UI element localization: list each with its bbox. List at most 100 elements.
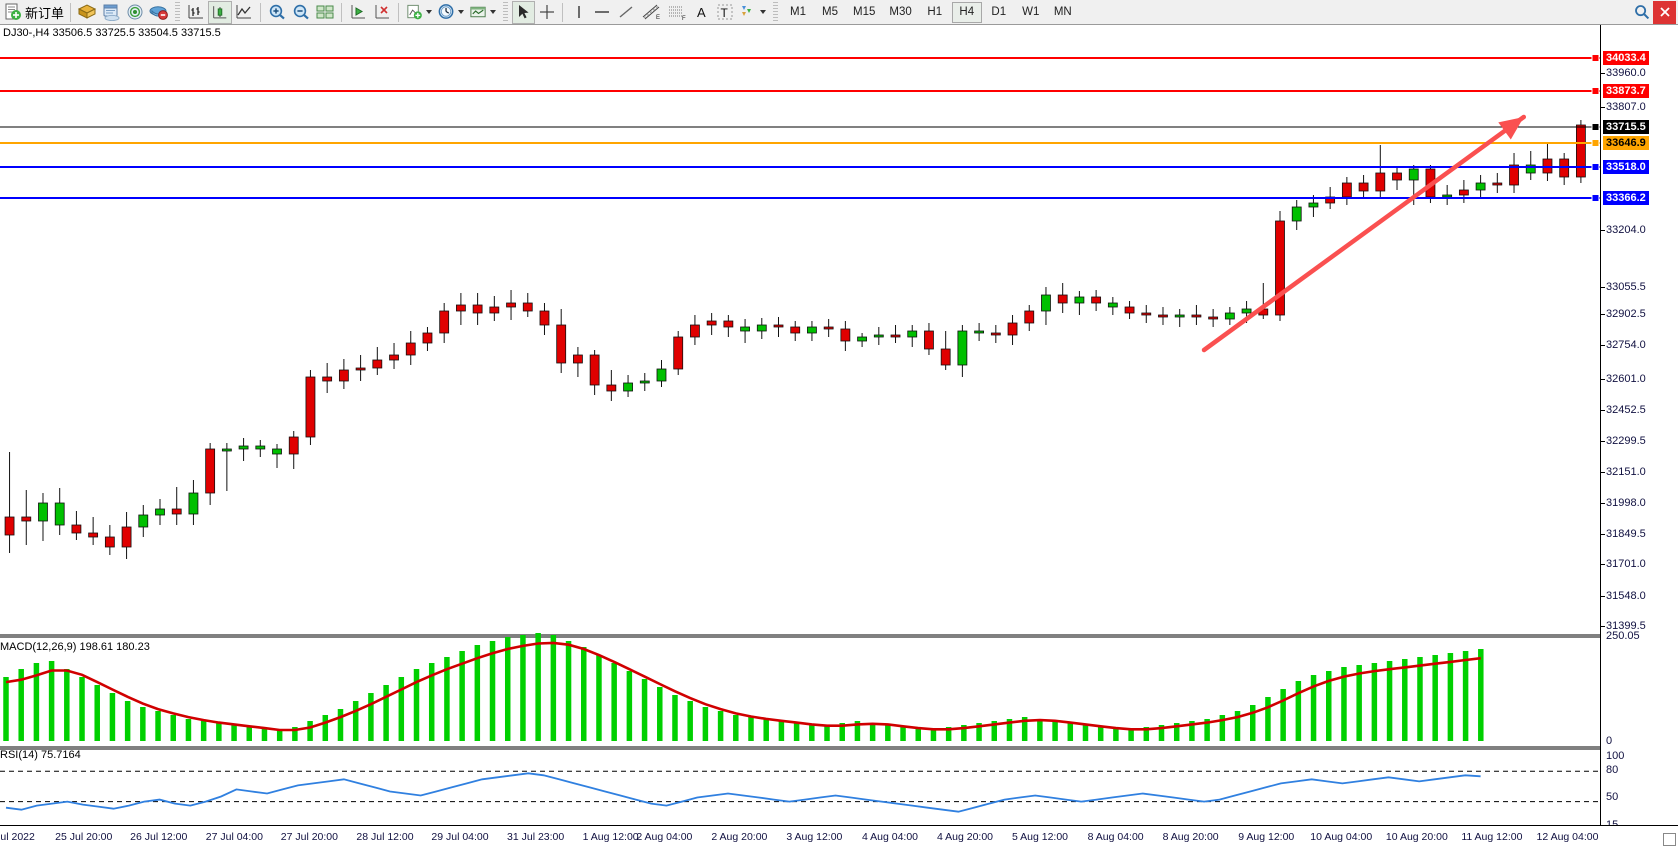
fibonacci-button[interactable]: F [664,1,690,24]
current-price-line-handle[interactable] [1591,123,1600,131]
bar-chart-button[interactable] [184,1,208,24]
time-label: 5 Aug 12:00 [1011,831,1069,843]
text-label-button[interactable]: T [713,1,736,24]
candle-body [1358,182,1369,192]
toolbar-separator [398,2,400,22]
price-label-32299-5: 32299.5 [1606,435,1646,447]
candle-body [740,326,750,332]
timeframe-m30[interactable]: M30 [889,6,912,18]
price-label-32452-5: 32452.5 [1606,404,1646,416]
candle-body [756,324,767,332]
timeframe-h4[interactable]: H4 [951,1,982,23]
chevron-down-icon[interactable] [490,10,497,14]
support-line-33518-handle[interactable] [1591,163,1600,171]
objects-list-button[interactable] [736,1,769,24]
candle-body [556,324,567,364]
price-label-31998-0: 31998.0 [1606,497,1646,509]
time-label: 11 Aug 12:00 [1461,831,1523,843]
chevron-down-icon[interactable] [458,10,465,14]
candle-body [589,354,600,386]
indicators-button[interactable] [403,1,435,24]
trend-arrow-shaft[interactable] [1201,114,1527,353]
timeframe-m1[interactable]: M1 [790,6,806,18]
support-line-33366-handle[interactable] [1591,194,1600,202]
candle-body [807,326,817,334]
autotrading-button[interactable] [147,1,171,24]
candle-body [573,354,583,364]
candlestick-chart-button[interactable] [208,0,233,24]
axis-tick [1601,441,1605,442]
candle-body [188,492,199,515]
zoom-in-button[interactable] [265,1,289,24]
candle-body [221,448,232,452]
resistance-line-33873-handle[interactable] [1591,87,1600,95]
chevron-down-icon[interactable] [426,10,433,14]
price-label-31399-5: 31399.5 [1606,620,1646,632]
crosshair-button[interactable] [535,1,558,24]
pivot-line-33646-handle[interactable] [1591,139,1600,147]
axis-tick [1601,379,1605,380]
toolbar-grip[interactable] [175,2,181,22]
text-button[interactable]: A [690,1,713,24]
rsi-header: RSI(14) 75.7164 [0,749,81,761]
timeframe-d1[interactable]: D1 [991,6,1007,18]
price-label-32902-5: 32902.5 [1606,308,1646,320]
candle-body [1408,168,1419,181]
indicator-axis-label: 80 [1606,764,1619,776]
rsi-line [5,772,1481,813]
candle-body [322,376,333,382]
timeframe-h1[interactable]: H1 [927,6,943,18]
search-button[interactable] [1630,1,1653,24]
candle-body [1442,194,1453,198]
cursor-button[interactable] [512,0,536,24]
close-button[interactable] [1653,0,1676,24]
time-label: 10 Aug 04:00 [1310,831,1373,843]
toolbar-separator [260,2,262,22]
zoom-out-button[interactable] [289,1,313,24]
timeframe-mn[interactable]: MN [1053,6,1072,18]
indicator-axis-label: 250.05 [1606,630,1640,642]
axis-tick [1601,564,1605,565]
timeframe-w1[interactable]: W1 [1022,6,1040,18]
axis-tick [1601,534,1605,535]
navigator-button[interactable] [123,1,147,24]
candle-body [1375,172,1386,192]
vertical-line-button[interactable] [567,1,590,24]
market-watch-button[interactable] [75,1,99,24]
periods-button[interactable] [435,1,467,24]
candle-body [38,502,48,522]
auto-scroll-button[interactable] [346,1,370,24]
horizontal-line-button[interactable] [590,1,614,24]
tile-windows-button[interactable] [313,1,337,24]
chart-shift-button[interactable] [370,1,394,24]
templates-button[interactable] [467,1,499,24]
indicator-axis-label: 100 [1606,750,1625,762]
trend-arrow-head[interactable] [1498,117,1524,140]
chart-plot-area[interactable] [0,25,1600,825]
data-window-button[interactable] [99,1,123,24]
time-label: 25 Jul 20:00 [55,831,113,843]
time-axis[interactable]: Jul 2022 25 Jul 20:00 26 Jul 12:00 27 Jul 0… [0,825,1678,849]
new-order-button[interactable]: 新订单 [2,1,66,24]
resize-grip[interactable] [1663,833,1676,846]
resistance-line-34033-handle[interactable] [1591,54,1600,62]
timeframe-m15[interactable]: M15 [853,6,876,18]
candle-body [857,336,867,342]
equidistant-channel-button[interactable]: E [638,1,664,24]
candle-body [1224,312,1235,320]
chart-window[interactable]: 34033.4 33960.0 33873.7 33807.0 33715.5 33646… [0,25,1678,849]
chevron-down-icon[interactable] [760,10,767,14]
toolbar-grip[interactable] [773,2,779,22]
time-label: 8 Aug 20:00 [1162,831,1219,843]
candle-body [1158,314,1168,318]
toolbar-grip[interactable] [503,2,509,22]
timeframe-m5[interactable]: M5 [822,6,838,18]
price-axis[interactable]: 34033.4 33960.0 33873.7 33807.0 33715.5 33646… [1600,25,1678,831]
trendline-button[interactable] [614,1,638,24]
candle-body [71,524,82,534]
candle-body [389,354,399,361]
time-label: 2 Aug 20:00 [711,831,768,843]
candle-body [606,384,617,392]
candle-body [1275,220,1285,316]
line-chart-button[interactable] [232,1,256,24]
